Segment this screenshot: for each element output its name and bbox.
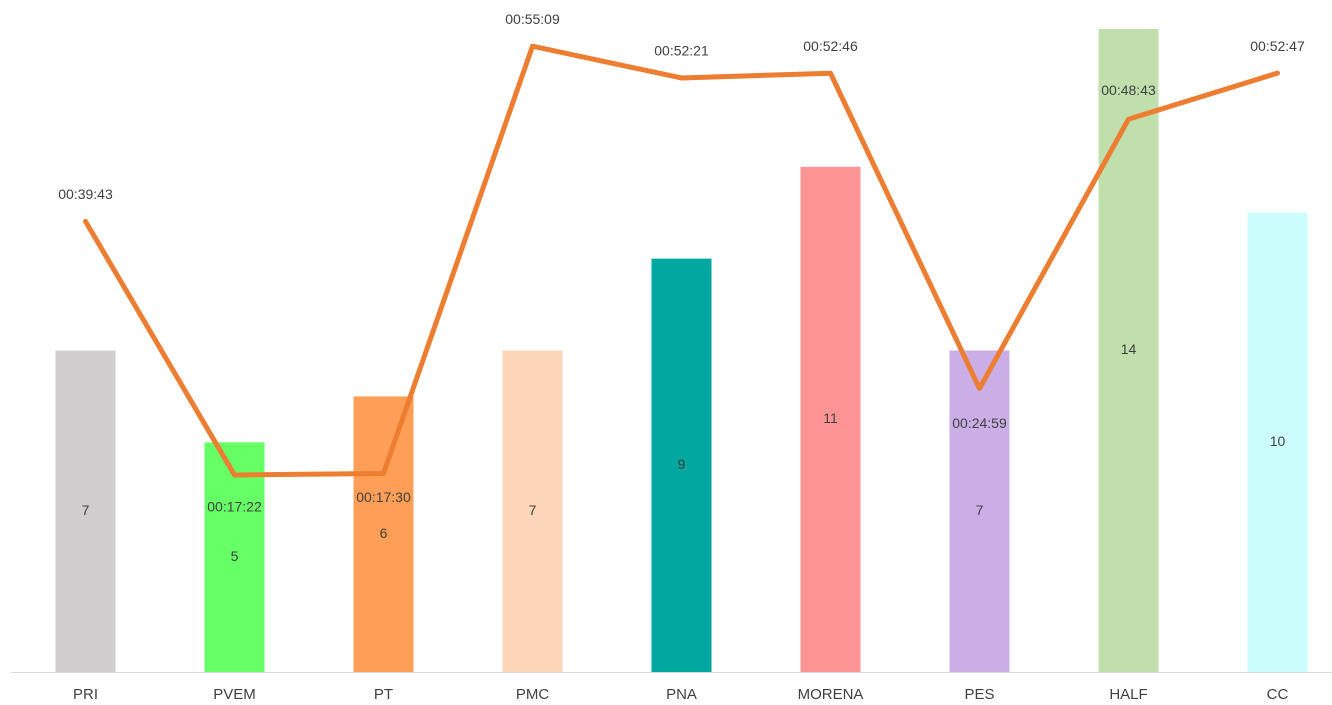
bar-value-label: 14 <box>1121 341 1137 357</box>
x-tick-label: PES <box>964 686 994 703</box>
bar-value-label: 7 <box>82 502 90 518</box>
x-tick-label: HALF <box>1109 686 1147 703</box>
line-value-label: 00:52:46 <box>803 38 858 54</box>
line-value-label: 00:39:43 <box>58 186 113 202</box>
bar-value-label: 9 <box>678 456 686 472</box>
line-value-label: 00:48:43 <box>1101 82 1156 98</box>
bar <box>651 258 712 672</box>
bar-value-label: 10 <box>1270 433 1286 449</box>
bar <box>949 350 1010 672</box>
bar <box>1098 29 1159 672</box>
x-tick-label: PNA <box>666 686 697 703</box>
line-value-label: 00:17:30 <box>356 489 411 505</box>
bar-value-label: 11 <box>823 410 838 426</box>
x-tick-label: PVEM <box>213 686 256 703</box>
x-tick-label: CC <box>1267 686 1289 703</box>
x-tick-label: PT <box>374 686 393 703</box>
bar <box>1247 212 1308 672</box>
line-value-label: 00:17:22 <box>207 499 262 515</box>
line-value-label: 00:52:21 <box>654 43 709 59</box>
bar <box>204 442 265 672</box>
bar <box>55 350 116 672</box>
line-value-label: 00:24:59 <box>952 415 1007 431</box>
line-value-label: 00:52:47 <box>1250 38 1305 54</box>
bar-value-label: 7 <box>529 502 537 518</box>
x-tick-label: PRI <box>73 686 98 703</box>
bar <box>502 350 563 672</box>
bar-value-label: 5 <box>231 548 239 564</box>
line <box>83 43 1280 478</box>
bar-value-label: 6 <box>380 525 388 541</box>
bar <box>800 166 861 673</box>
bar-value-label: 7 <box>976 502 984 518</box>
x-tick-label: PMC <box>516 686 550 703</box>
x-tick-label: MORENA <box>798 686 864 703</box>
line-value-label: 00:55:09 <box>505 11 560 27</box>
bar <box>353 396 414 672</box>
